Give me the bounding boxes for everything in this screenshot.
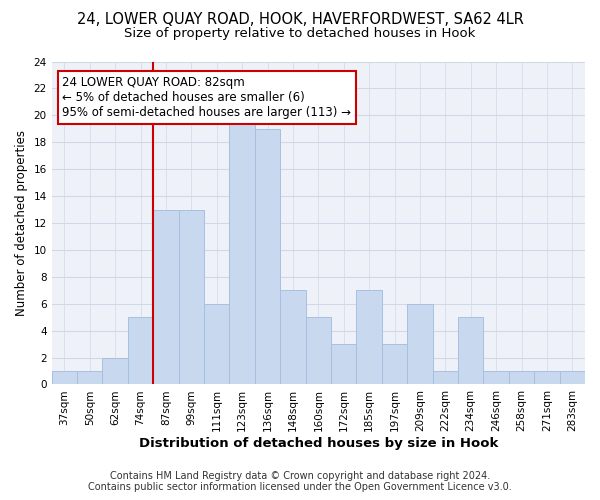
X-axis label: Distribution of detached houses by size in Hook: Distribution of detached houses by size …: [139, 437, 498, 450]
Text: Contains HM Land Registry data © Crown copyright and database right 2024.
Contai: Contains HM Land Registry data © Crown c…: [88, 471, 512, 492]
Text: 24 LOWER QUAY ROAD: 82sqm
← 5% of detached houses are smaller (6)
95% of semi-de: 24 LOWER QUAY ROAD: 82sqm ← 5% of detach…: [62, 76, 352, 119]
Bar: [77, 371, 103, 384]
Bar: [52, 371, 77, 384]
Bar: [204, 304, 229, 384]
Bar: [280, 290, 305, 384]
Text: 24, LOWER QUAY ROAD, HOOK, HAVERFORDWEST, SA62 4LR: 24, LOWER QUAY ROAD, HOOK, HAVERFORDWEST…: [77, 12, 523, 28]
Bar: [356, 290, 382, 384]
Bar: [433, 371, 458, 384]
Bar: [255, 129, 280, 384]
Bar: [382, 344, 407, 385]
Bar: [128, 317, 153, 384]
Bar: [509, 371, 534, 384]
Bar: [305, 317, 331, 384]
Text: Size of property relative to detached houses in Hook: Size of property relative to detached ho…: [124, 28, 476, 40]
Bar: [484, 371, 509, 384]
Bar: [229, 116, 255, 384]
Y-axis label: Number of detached properties: Number of detached properties: [15, 130, 28, 316]
Bar: [153, 210, 179, 384]
Bar: [331, 344, 356, 385]
Bar: [534, 371, 560, 384]
Bar: [560, 371, 585, 384]
Bar: [179, 210, 204, 384]
Bar: [103, 358, 128, 384]
Bar: [458, 317, 484, 384]
Bar: [407, 304, 433, 384]
